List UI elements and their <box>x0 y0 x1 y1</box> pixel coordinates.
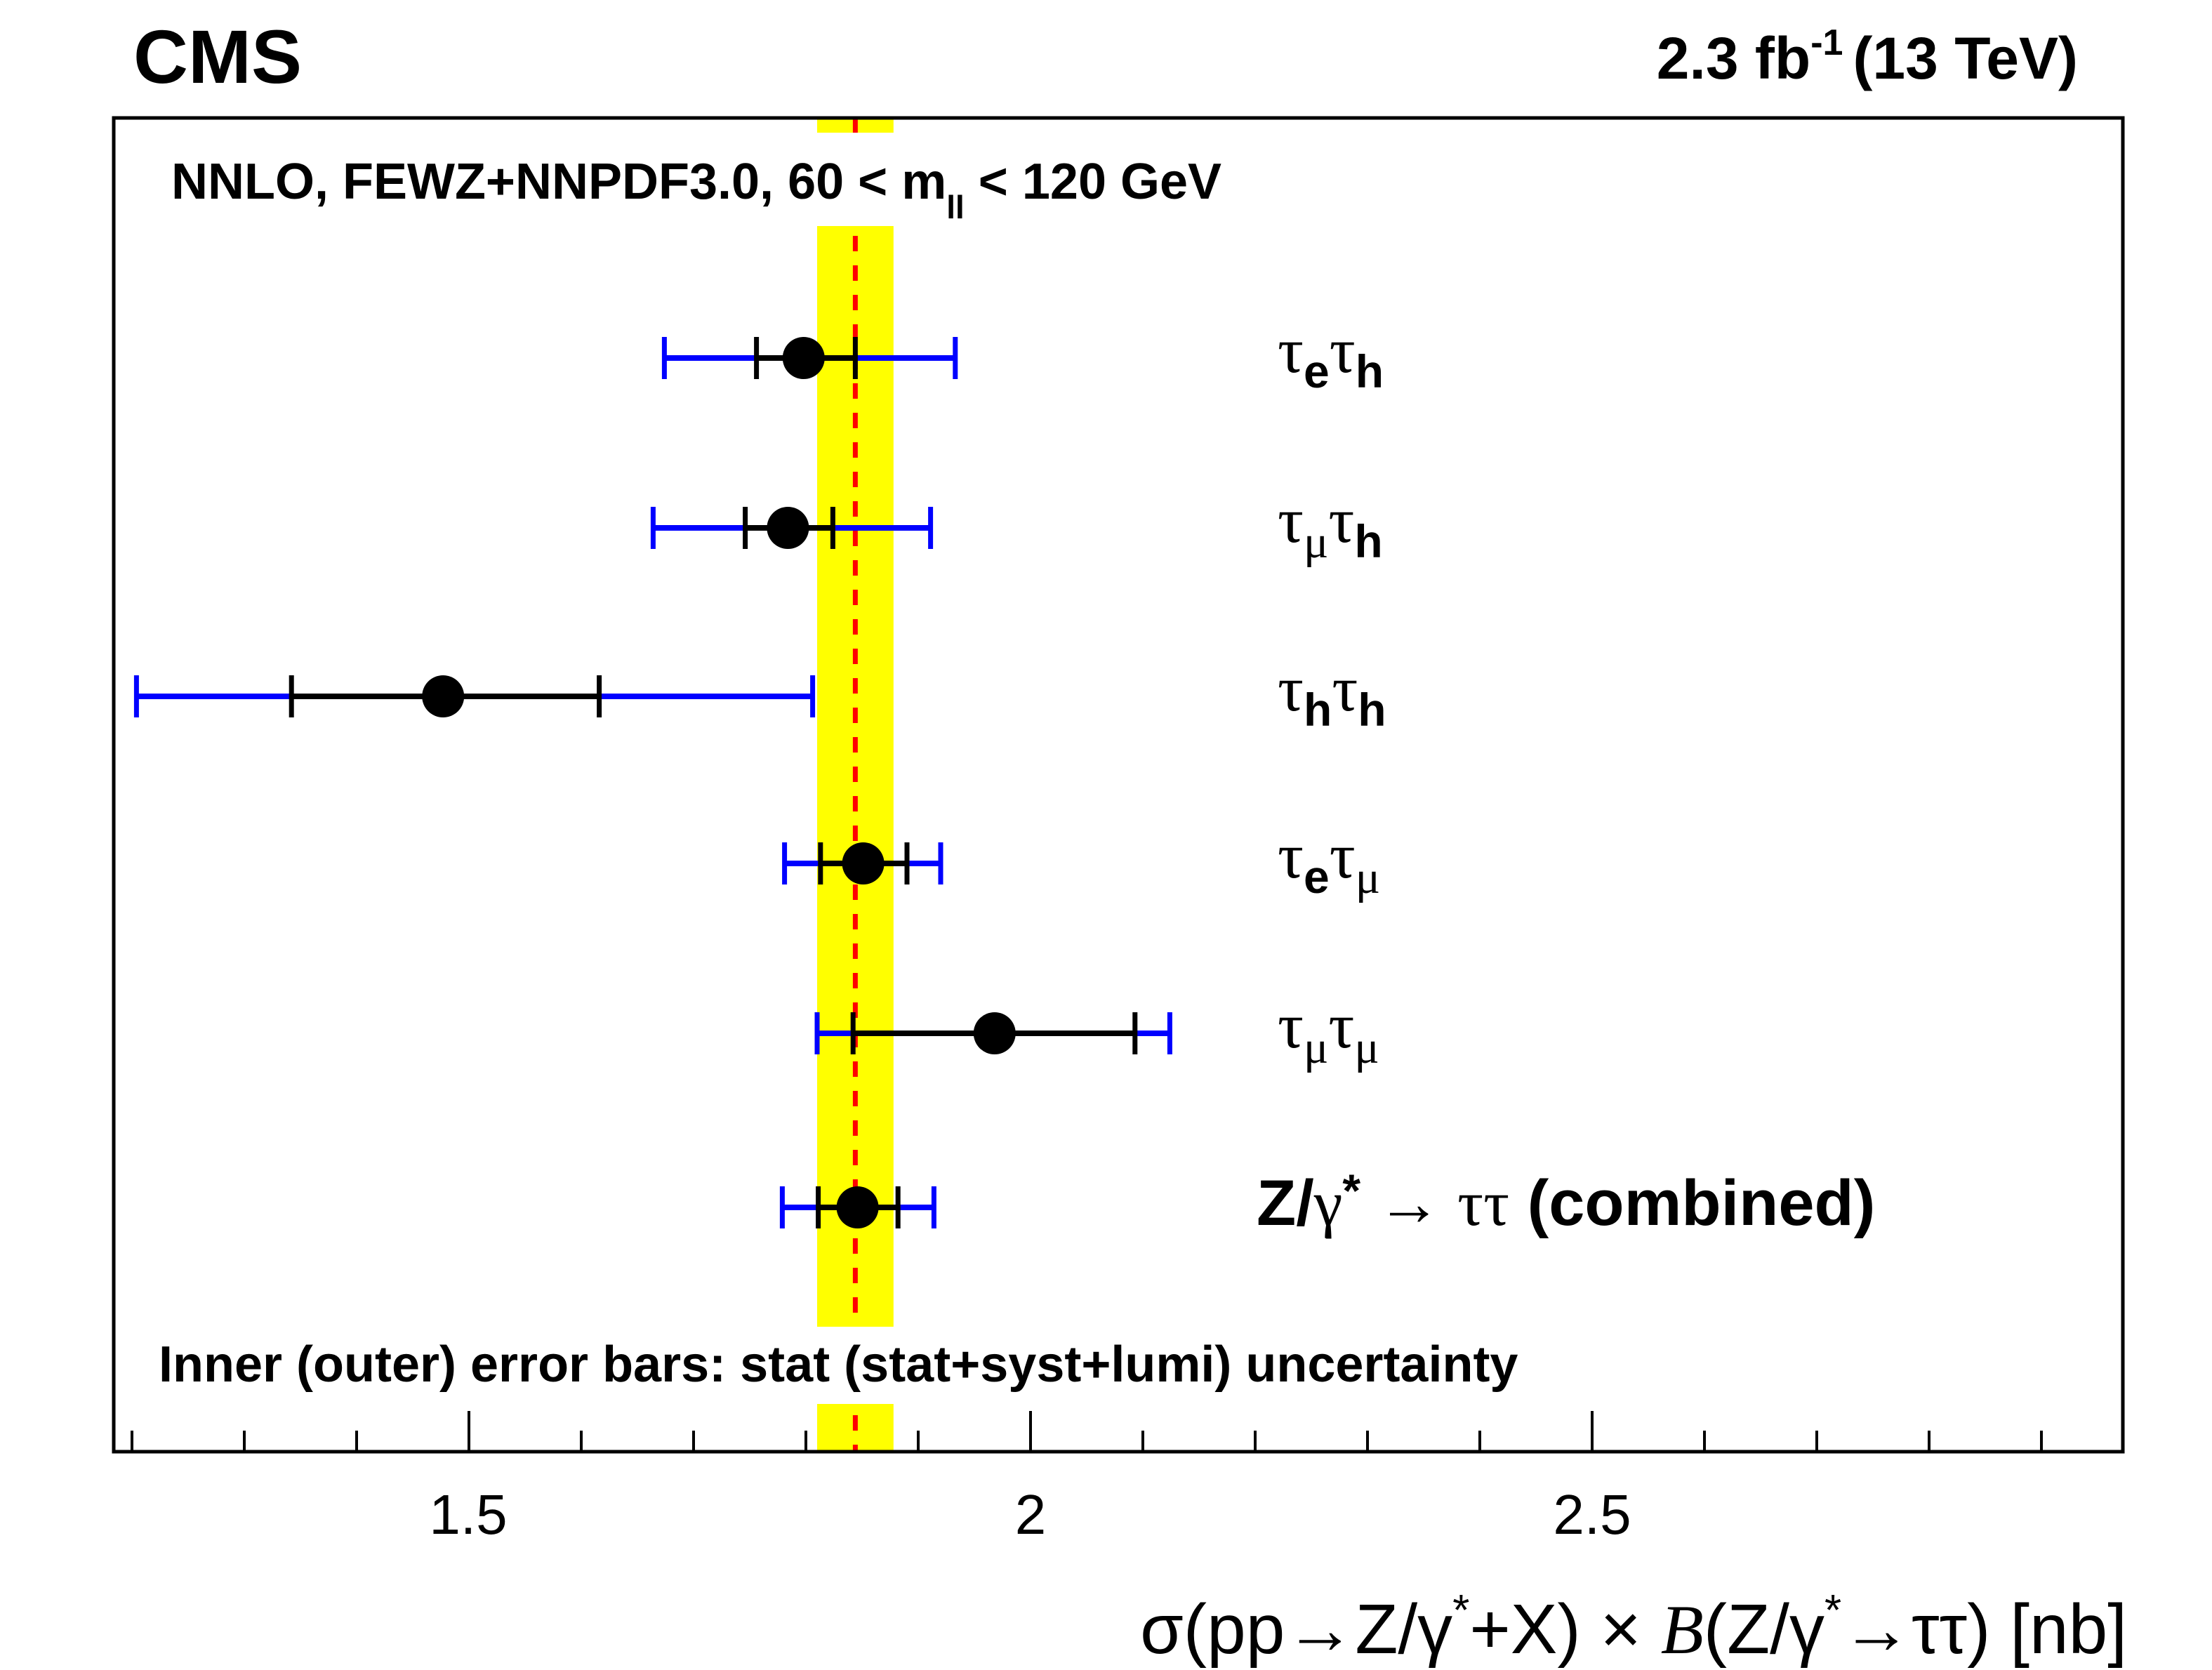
theory-annotation: NNLO, FEWZ+NNPDF3.0, 60 < mll < 120 GeV <box>171 154 1221 225</box>
x-axis-label: σ(pp→Z/γ*+X) × B(Z/γ*→ττ) [nb] <box>1140 1586 2127 1669</box>
theory-text-background <box>163 133 1462 226</box>
tick-label-2: 2 <box>1015 1483 1047 1546</box>
channel-label-4: τμτμ <box>1278 990 1379 1073</box>
channel-label-3: τeτμ <box>1278 820 1380 903</box>
channel-label-1: τμτh <box>1278 484 1383 568</box>
data-point-marker <box>842 842 885 884</box>
experiment-label: CMS <box>133 14 302 99</box>
plot-frame <box>112 116 2125 1454</box>
channel-labels: τeτh τμτh τhτh τeτμ τμτμ Z/γ* → ττ (combined) <box>1257 314 1875 1239</box>
error-bar-footnote: Inner (outer) error bars: stat (stat+sys… <box>159 1337 1518 1393</box>
combined-label: Z/γ* → ττ (combined) <box>1257 1165 1875 1239</box>
measurement-3 <box>782 842 943 884</box>
measurement-2 <box>133 675 816 717</box>
channel-label-2: τhτh <box>1278 653 1386 736</box>
data-point-marker <box>782 337 825 379</box>
tick-label-2-5: 2.5 <box>1553 1483 1631 1546</box>
tick-label-1-5: 1.5 <box>429 1483 507 1546</box>
x-axis-ticks <box>131 1411 2043 1452</box>
theory-band <box>817 118 894 1452</box>
measurements <box>133 337 1172 1228</box>
data-point-marker <box>973 1012 1016 1054</box>
measurement-4 <box>814 1012 1172 1054</box>
measurement-1 <box>650 507 934 549</box>
x-axis-tick-labels: 1.5 2 2.5 <box>429 1483 1631 1546</box>
footnote-background <box>154 1327 1839 1404</box>
luminosity-energy-label: 2.3 fb-1 (13 TeV) <box>1657 22 2078 91</box>
data-point-marker <box>767 507 809 549</box>
measurement-5 <box>779 1186 936 1228</box>
measurement-0 <box>661 337 958 379</box>
channel-label-0: τeτh <box>1278 314 1384 397</box>
data-point-marker <box>422 675 465 717</box>
data-point-marker <box>836 1186 879 1228</box>
